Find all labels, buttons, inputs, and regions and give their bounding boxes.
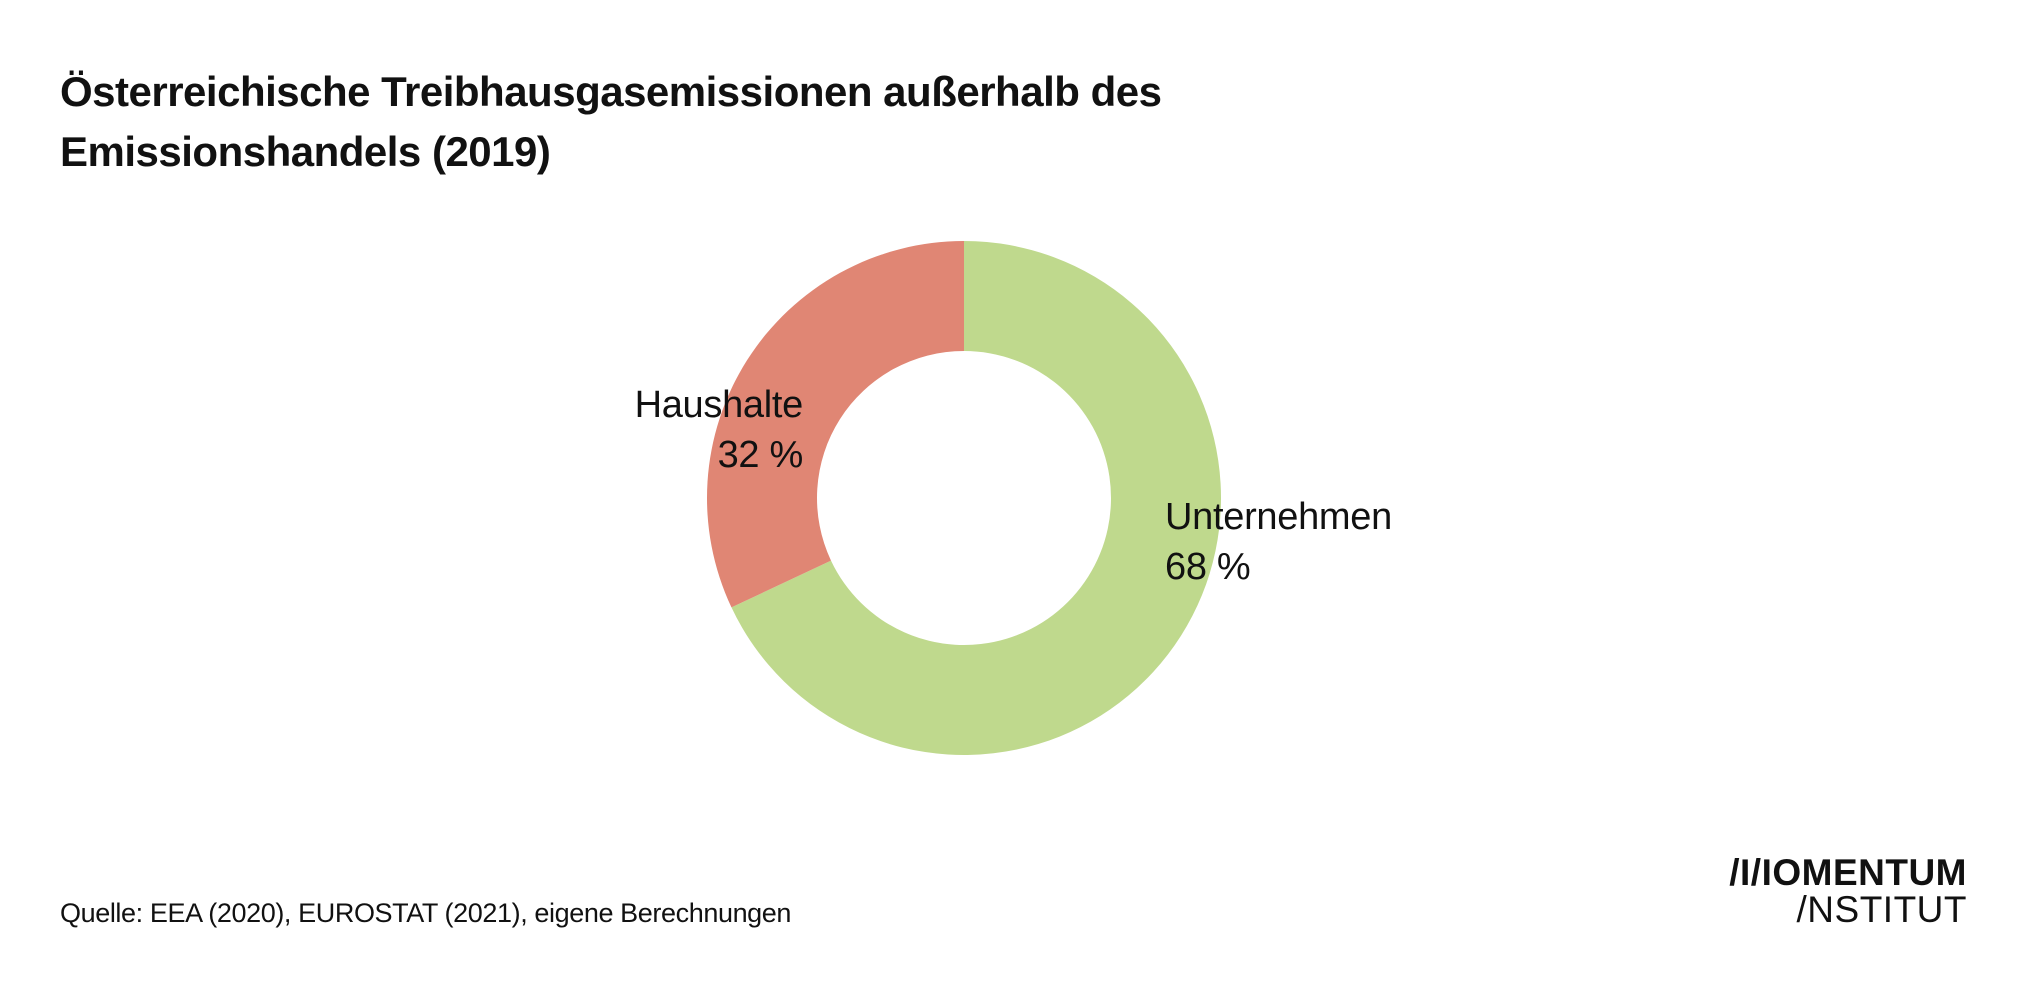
slice-label-haushalte: Haushalte 32 % bbox=[634, 380, 804, 480]
slice-name-haushalte: Haushalte bbox=[634, 384, 804, 426]
slice-value-unternehmen: 68 % bbox=[1165, 546, 1251, 588]
source-note: Quelle: EEA (2020), EUROSTAT (2021), eig… bbox=[60, 898, 792, 928]
slice-value-haushalte: 32 % bbox=[717, 434, 804, 476]
slice-label-unternehmen: Unternehmen 68 % bbox=[1165, 492, 1392, 592]
donut-slices bbox=[706, 241, 1221, 755]
slice-name-unternehmen: Unternehmen bbox=[1165, 496, 1392, 538]
logo-line-1: /I/IOMENTUM bbox=[1729, 852, 1967, 893]
chart-title: Österreichische Treibhausgasemissionen a… bbox=[60, 68, 1162, 175]
slice-unternehmen bbox=[731, 241, 1221, 755]
logo-line-2: /NSTITUT bbox=[1796, 889, 1967, 930]
momentum-institut-logo: /I/IOMENTUM /NSTITUT bbox=[1729, 854, 1967, 928]
slice-haushalte bbox=[706, 241, 964, 608]
